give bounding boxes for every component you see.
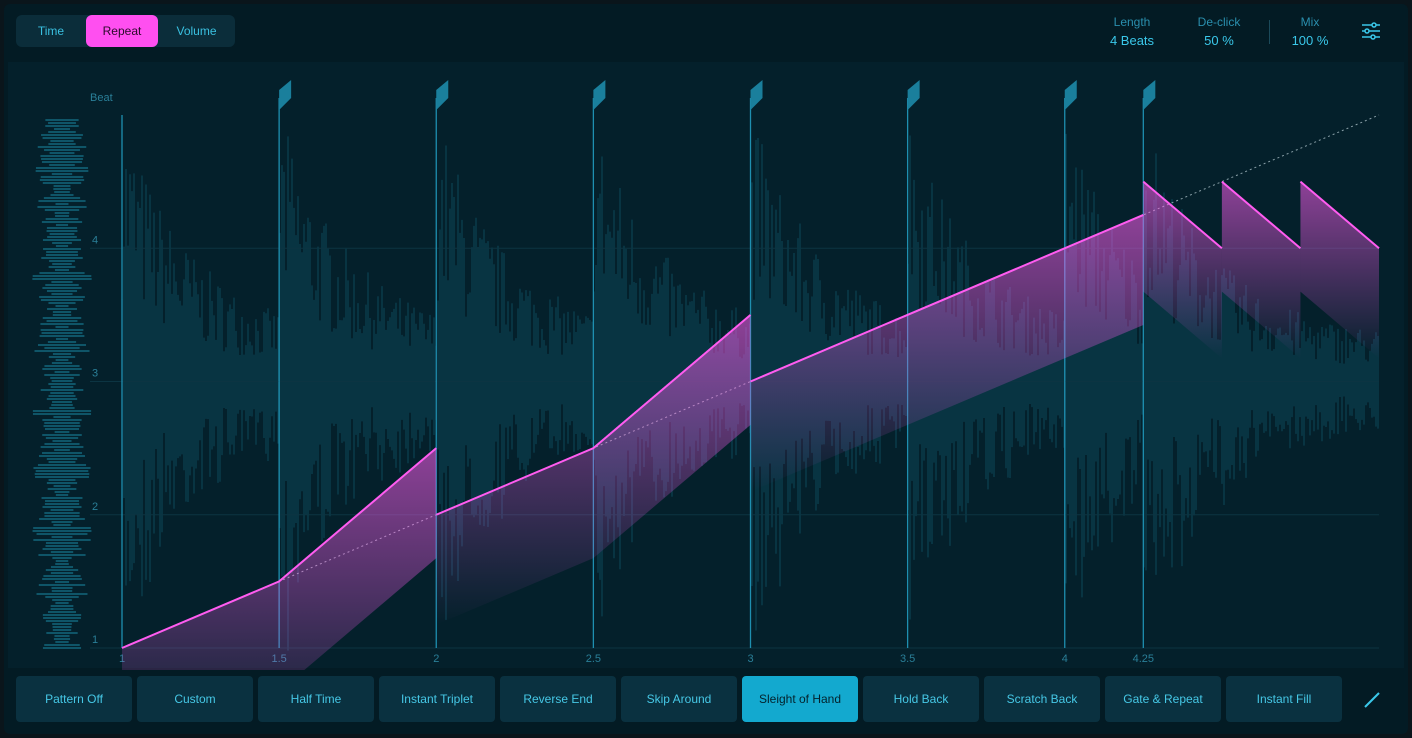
y-tick-label: 2 xyxy=(92,501,98,513)
param-value[interactable]: 50 % xyxy=(1204,33,1234,48)
slice-flag xyxy=(1143,80,1156,110)
pattern-button[interactable]: Hold Back xyxy=(863,676,979,722)
glow xyxy=(436,314,751,625)
pattern-button[interactable]: Instant Fill xyxy=(1226,676,1342,722)
pattern-button[interactable]: Half Time xyxy=(258,676,374,722)
pattern-bar: Pattern Off Custom Half Time Instant Triple… xyxy=(16,676,1342,722)
glow xyxy=(750,214,1144,492)
param: De-click 50 % xyxy=(1174,15,1264,48)
overview-waveform xyxy=(32,119,92,649)
param-value[interactable]: 4 Beats xyxy=(1109,33,1155,48)
y-tick-label: 4 xyxy=(92,234,98,246)
separator xyxy=(1269,20,1270,44)
slice-flag xyxy=(750,80,763,110)
pattern-button[interactable]: Scratch Back xyxy=(984,676,1100,722)
param-label: Length xyxy=(1113,15,1151,29)
chart: Beat 123411.522.533.544.25 xyxy=(32,80,1380,670)
slice-flag xyxy=(907,80,920,110)
mode-tabs: Time Repeat Volume xyxy=(16,15,235,47)
slice-flag xyxy=(593,80,606,110)
pattern-button[interactable]: Gate & Repeat xyxy=(1105,676,1221,722)
slice-flag xyxy=(279,80,292,110)
x-tick-label: 3 xyxy=(747,653,753,665)
tab[interactable]: Repeat xyxy=(86,15,158,47)
param: Mix 100 % xyxy=(1265,15,1355,48)
pattern-button[interactable]: Skip Around xyxy=(621,676,737,722)
param-value[interactable]: 100 % xyxy=(1291,33,1329,48)
y-tick-label: 1 xyxy=(92,634,98,646)
pattern-button[interactable]: Custom xyxy=(137,676,253,722)
glow xyxy=(1221,181,1301,359)
glow xyxy=(1143,181,1222,359)
param-label: Mix xyxy=(1300,15,1320,29)
glow xyxy=(122,448,437,670)
slice-flag xyxy=(436,80,449,110)
axis-label: Beat xyxy=(90,92,113,104)
pattern-button[interactable]: Pattern Off xyxy=(16,676,132,722)
slice-flag xyxy=(1064,80,1077,110)
y-tick-label: 3 xyxy=(92,368,98,380)
x-tick-label: 2 xyxy=(433,653,439,665)
tab[interactable]: Volume xyxy=(176,24,217,38)
x-tick-label: 4 xyxy=(1062,653,1068,665)
tab[interactable]: Time xyxy=(37,24,65,38)
x-tick-label: 3.5 xyxy=(900,653,915,665)
pattern-button[interactable]: Instant Triplet xyxy=(379,676,495,722)
glow xyxy=(1300,181,1379,359)
pencil-icon[interactable] xyxy=(1362,690,1382,710)
x-tick-label: 4.25 xyxy=(1133,653,1154,665)
param: Length 4 Beats xyxy=(1087,15,1177,48)
x-tick-label: 2.5 xyxy=(586,653,601,665)
pattern-button[interactable]: Reverse End xyxy=(500,676,616,722)
pattern-button[interactable]: Sleight of Hand xyxy=(742,676,858,722)
pattern-line xyxy=(121,180,1380,649)
param-label: De-click xyxy=(1197,15,1241,29)
settings-icon[interactable] xyxy=(1361,22,1381,40)
